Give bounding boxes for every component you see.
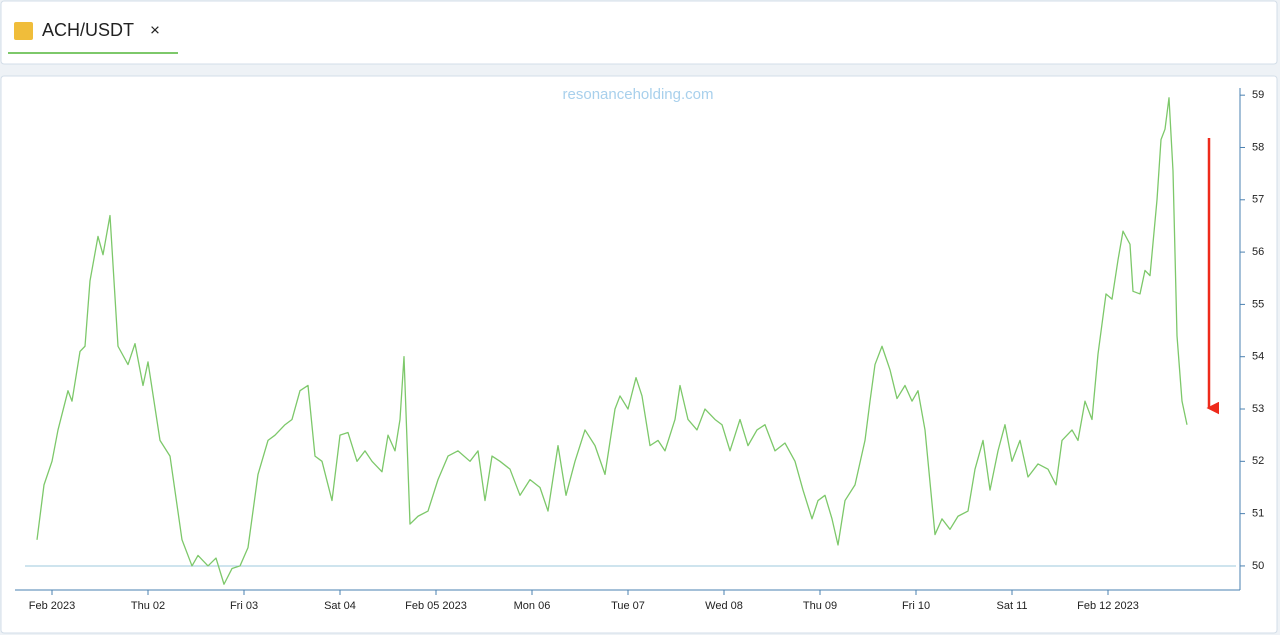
x-tick-label: Wed 08 (705, 600, 743, 612)
y-tick-label: 57 (1252, 194, 1264, 206)
tab-color (14, 22, 33, 40)
x-tick-label: Feb 05 2023 (405, 600, 467, 612)
y-tick-label: 54 (1252, 351, 1264, 363)
y-tick-label: 56 (1252, 246, 1264, 258)
x-tick-label: Feb 12 2023 (1077, 600, 1139, 612)
tab-close[interactable]: × (150, 20, 160, 39)
chart-panel (0, 75, 1278, 634)
x-tick-label: Tue 07 (611, 600, 645, 612)
y-tick-label: 58 (1252, 141, 1264, 153)
y-tick-label: 51 (1252, 508, 1264, 520)
y-tick-label: 59 (1252, 89, 1264, 101)
price-line (36, 97, 1188, 585)
x-tick-label: Thu 02 (131, 600, 165, 612)
y-tick-label: 52 (1252, 455, 1264, 467)
x-tick-label: Thu 09 (803, 600, 837, 612)
y-tick-label: 53 (1252, 403, 1264, 415)
tab-label[interactable]: ACH/USDT (42, 20, 134, 40)
x-tick-label: Sat 11 (997, 600, 1028, 612)
x-tick-label: Feb 2023 (29, 600, 75, 612)
x-tick-label: Fri 03 (230, 600, 258, 612)
watermark: resonanceholding.com (563, 86, 714, 103)
tab-bar (0, 0, 1278, 65)
x-tick-label: Mon 06 (514, 600, 551, 612)
y-tick-label: 55 (1252, 298, 1264, 310)
x-tick-label: Sat 04 (324, 600, 356, 612)
x-tick-label: Fri 10 (902, 600, 930, 612)
y-tick-label: 50 (1252, 560, 1264, 572)
